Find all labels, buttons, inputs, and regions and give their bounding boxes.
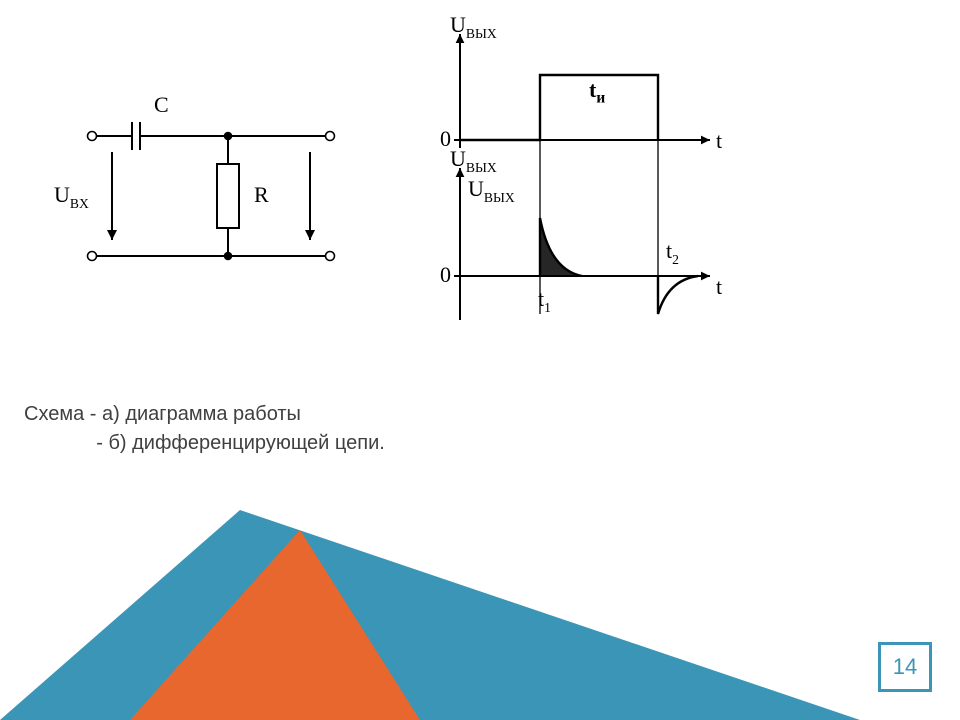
figure-caption: Схема - а) диаграмма работы - б) диффере… [24, 400, 385, 458]
svg-text:R: R [254, 182, 269, 207]
svg-text:t: t [716, 274, 722, 299]
svg-text:t1: t1 [538, 286, 551, 315]
svg-text:t: t [716, 128, 722, 153]
waveform-diagram: UBЫX0ttиUBЫXUBЫX0tt1t2 [400, 20, 760, 340]
svg-text:C: C [154, 92, 169, 117]
svg-text:UBX: UBX [54, 182, 89, 211]
svg-text:UBЫX: UBЫX [450, 146, 497, 175]
svg-text:t2: t2 [666, 238, 679, 267]
svg-text:tи: tи [589, 77, 605, 107]
page-number: 14 [893, 654, 917, 680]
svg-text:UBЫX: UBЫX [450, 12, 497, 41]
svg-text:UBЫX: UBЫX [468, 176, 515, 205]
page-number-box: 14 [878, 642, 932, 692]
circuit-diagram: CRUBX [60, 100, 380, 300]
footer-shapes [0, 500, 960, 720]
caption-line1: Схема - а) диаграмма работы [24, 403, 301, 425]
svg-text:0: 0 [440, 262, 451, 287]
caption-line2: - б) дифференцирующей цепи. [24, 432, 385, 454]
slide-stage: CRUBX UBЫX0ttиUBЫXUBЫX0tt1t2 Схема - а) … [0, 0, 960, 720]
